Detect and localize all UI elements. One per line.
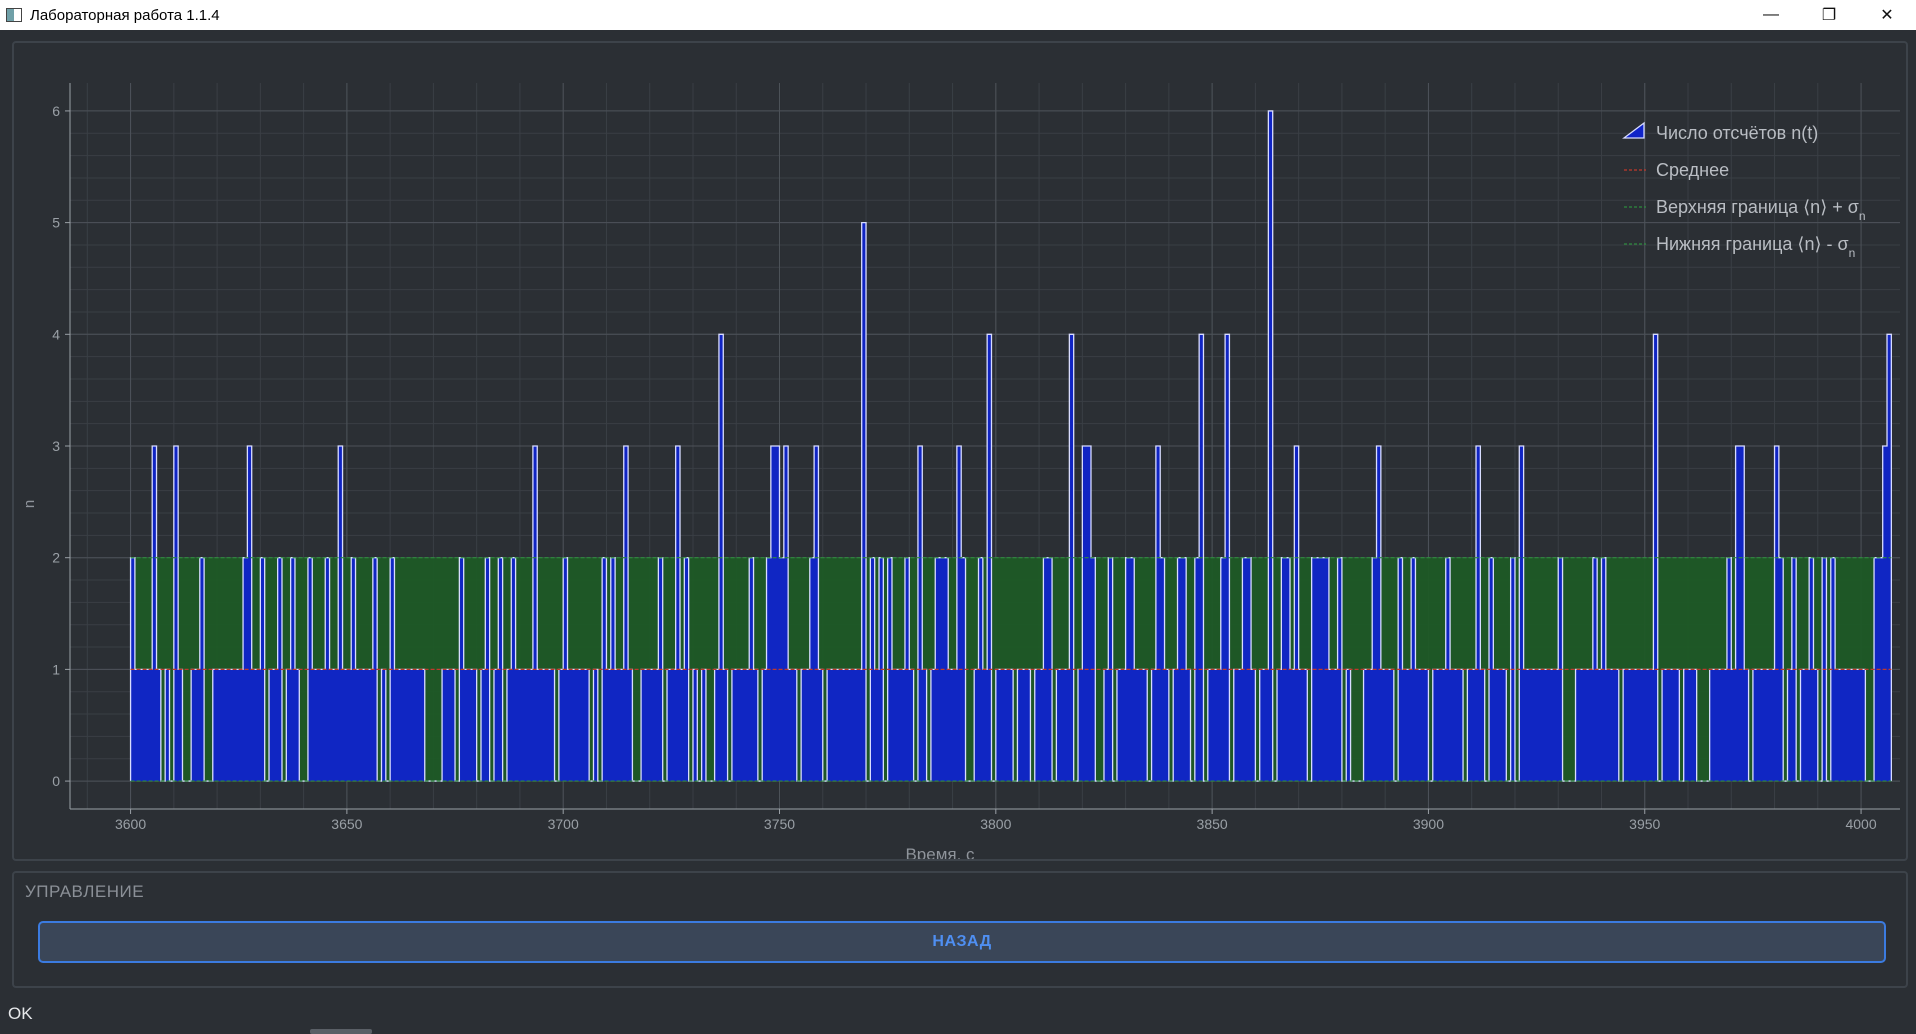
plot-panel[interactable]: Время, с n 3600 3650 3700 3750 3800 3850 3900 3… [12,41,1908,861]
counts-chart[interactable]: Время, с n 3600 3650 3700 3750 3800 3850 3900 3… [14,43,1906,859]
x-axis-label: Время, с [905,845,975,859]
maximize-button[interactable]: ❐ [1821,7,1837,24]
app-icon [6,8,22,22]
legend-label: Среднее [1656,160,1729,180]
title-bar: Лабораторная работа 1.1.4 — ❐ ✕ [0,0,1916,30]
counts-area [130,110,1892,782]
plot-area [129,110,1892,782]
minimize-button[interactable]: — [1763,6,1779,23]
status-scroll-handle[interactable] [310,1029,372,1034]
y-tick-label: 5 [52,215,60,231]
x-tick-label: 3900 [1413,816,1444,832]
legend-label: Верхняя граница ⟨n⟩ + σn [1656,197,1866,223]
controls-group: УПРАВЛЕНИЕ НАЗАД [12,871,1908,988]
axes: Время, с n 3600 3650 3700 3750 3800 3850 3900 3… [21,83,1900,859]
x-tick-label: 3850 [1197,816,1228,832]
window-title: Лабораторная работа 1.1.4 [30,6,220,24]
y-tick-label: 1 [52,661,60,677]
x-tick-label: 3600 [115,816,146,832]
y-tick-label: 2 [52,550,60,566]
legend-label: Нижняя граница ⟨n⟩ - σn [1656,234,1855,260]
status-text: OK [8,1004,33,1023]
y-tick-label: 6 [52,103,60,119]
window-controls: — ❐ ✕ [1742,0,1916,30]
back-button[interactable]: НАЗАД [38,921,1886,963]
close-button[interactable]: ✕ [1880,7,1894,24]
x-tick-label: 3650 [331,816,362,832]
x-tick-label: 3750 [764,816,795,832]
x-tick-label: 4000 [1845,816,1876,832]
legend: Число отсчётов n(t) Среднее Верхняя границ… [1622,121,1866,260]
y-tick-label: 4 [52,326,60,342]
y-tick-label: 3 [52,438,60,454]
legend-label: Число отсчётов n(t) [1656,123,1818,143]
x-tick-label: 3700 [548,816,579,832]
controls-group-title: УПРАВЛЕНИЕ [25,882,145,901]
y-tick-label: 0 [52,773,60,789]
x-tick-label: 3800 [980,816,1011,832]
x-tick-label: 3950 [1629,816,1660,832]
status-bar: OK [0,998,1916,1034]
y-axis-label: n [21,500,38,508]
legend-swatch-counts [1622,121,1645,139]
